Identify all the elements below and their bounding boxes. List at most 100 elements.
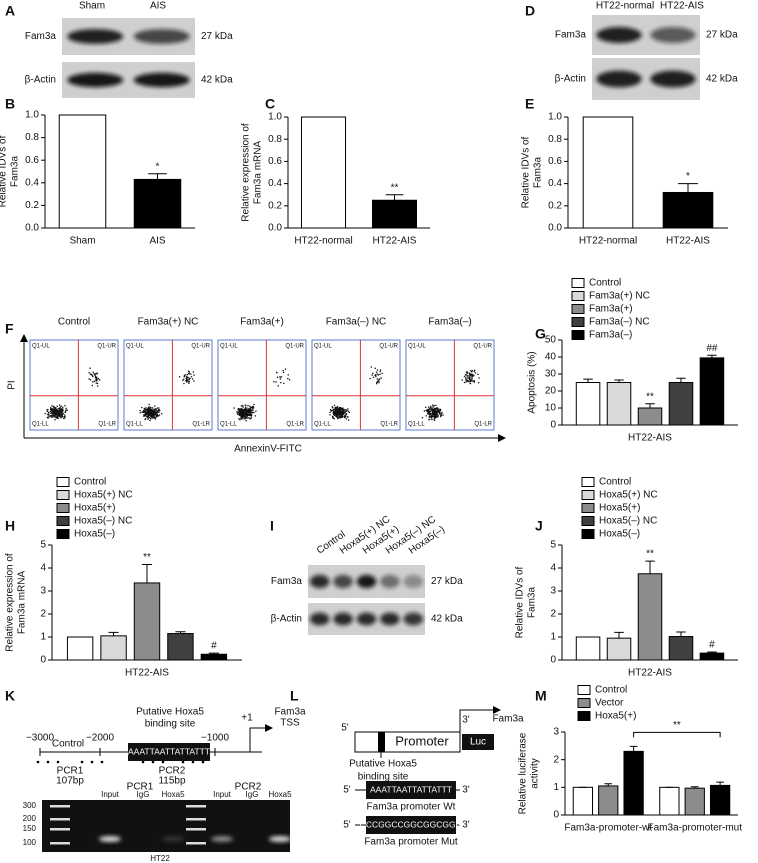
flow-dot xyxy=(97,378,100,380)
reporter-box xyxy=(462,734,494,750)
flow-dot xyxy=(329,409,332,411)
flow-dot xyxy=(188,370,190,372)
flow-dot xyxy=(141,411,143,413)
flow-dot xyxy=(156,412,159,414)
blot-band xyxy=(133,29,190,44)
flow-dot xyxy=(157,415,160,417)
flow-dot xyxy=(333,409,335,411)
flow-dot xyxy=(154,417,156,419)
flow-dot xyxy=(239,412,241,414)
flow-dot xyxy=(150,415,153,417)
flow-dot xyxy=(426,413,429,415)
flow-dot xyxy=(65,409,67,411)
flow-dot xyxy=(433,415,435,417)
flow-dot xyxy=(431,410,434,412)
flow-dot xyxy=(56,411,58,413)
flow-dot xyxy=(432,410,434,412)
gel-group: PCR2 xyxy=(235,782,262,793)
flow-dot xyxy=(250,409,252,412)
flow-dot xyxy=(148,406,150,408)
flow-dot xyxy=(148,409,150,411)
flow-dot xyxy=(379,373,381,375)
flow-dot xyxy=(145,407,147,409)
flow-dot xyxy=(152,409,155,412)
flow-dot xyxy=(375,371,378,373)
flow-dot xyxy=(283,382,285,384)
flow-dot xyxy=(336,407,338,409)
y-tick-label: 3 xyxy=(40,586,46,597)
flow-dot xyxy=(94,377,97,379)
flow-dot xyxy=(59,406,62,408)
flow-dot xyxy=(437,408,439,410)
flow-dot xyxy=(337,411,340,413)
panel-letter: E xyxy=(525,96,534,112)
flow-dot xyxy=(344,410,346,413)
blot-band xyxy=(403,612,424,626)
flow-dot xyxy=(423,410,426,412)
flow-dot xyxy=(148,412,151,414)
flow-dot xyxy=(242,405,244,407)
blot-band xyxy=(356,612,377,626)
flow-dot xyxy=(60,408,63,410)
flow-dot xyxy=(341,407,344,410)
flow-dot xyxy=(249,414,251,417)
flow-dot xyxy=(185,380,188,382)
bar xyxy=(598,785,619,816)
flow-dot xyxy=(345,409,347,411)
flow-dot xyxy=(468,377,471,379)
size-label: 27 kDa xyxy=(201,31,233,42)
flow-dot xyxy=(342,411,344,413)
flow-dot xyxy=(470,380,472,383)
flow-dot xyxy=(378,381,380,384)
end-label: 5' xyxy=(341,723,349,734)
flow-dot xyxy=(178,376,181,378)
flow-dot xyxy=(151,412,153,414)
flow-dot xyxy=(96,378,98,380)
quadrant-label: Q1-LR xyxy=(474,422,492,428)
y-tick-label: 0.8 xyxy=(268,134,282,145)
flow-dot xyxy=(57,413,59,416)
flow-dot xyxy=(339,411,341,413)
lane-label: AIS xyxy=(150,1,166,12)
flow-dot xyxy=(469,373,471,376)
flow-dot xyxy=(148,413,150,415)
flow-dot xyxy=(335,414,337,416)
flow-dot xyxy=(339,410,342,412)
y-tick-label: 0 xyxy=(550,655,556,666)
flow-dot xyxy=(187,372,190,375)
flow-dot xyxy=(238,413,240,415)
flow-dot xyxy=(146,416,149,418)
flow-dot xyxy=(251,414,253,417)
flow-dot xyxy=(64,410,67,413)
flow-dot xyxy=(147,415,149,417)
flow-dot xyxy=(372,376,375,378)
flow-dot xyxy=(473,380,475,382)
flow-dot xyxy=(193,380,195,382)
flow-dot xyxy=(61,412,63,414)
flow-dot xyxy=(339,412,341,414)
flow-dot xyxy=(471,377,473,380)
flow-dot xyxy=(440,415,442,418)
flow-dot xyxy=(344,414,346,416)
flow-dot xyxy=(282,371,285,374)
error-bar xyxy=(108,631,119,636)
flow-dot xyxy=(150,416,152,418)
error-bar xyxy=(385,194,404,201)
flow-dot xyxy=(374,374,376,377)
flow-dot xyxy=(253,411,255,414)
blot-band xyxy=(67,72,124,88)
flow-dot xyxy=(185,379,188,381)
legend-label: Hoxa5(+) xyxy=(595,711,636,722)
flow-dot xyxy=(53,406,56,409)
flow-dot xyxy=(60,409,62,411)
flow-dot xyxy=(151,407,153,409)
flow-dot xyxy=(143,415,145,417)
x-tick-label: Fam3a-promoter-wt xyxy=(564,823,652,834)
flow-dot xyxy=(147,408,149,411)
flow-dot xyxy=(91,384,94,387)
primer-dot xyxy=(201,760,205,764)
flow-dot xyxy=(247,405,249,407)
flow-dot xyxy=(277,385,279,387)
flow-dot xyxy=(377,374,379,376)
panel-letter: H xyxy=(5,518,15,534)
